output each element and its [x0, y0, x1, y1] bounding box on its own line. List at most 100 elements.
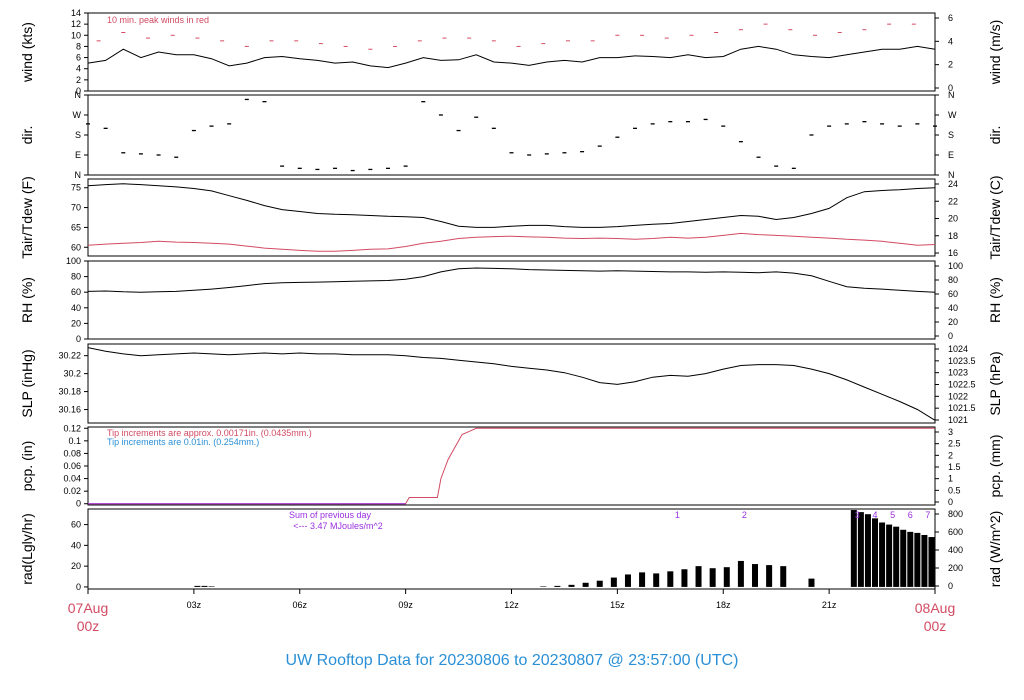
x-tick-date-label: 07Aug	[68, 600, 108, 616]
dir-right-tick-label: W	[948, 110, 957, 120]
x-end-sub-label: 00z	[924, 618, 947, 634]
slp-ytick-label: 30.18	[58, 387, 81, 397]
slp-right-tick-label: 1023	[948, 368, 968, 378]
rh-ytick-label: 80	[71, 272, 81, 282]
pcp-total-line	[88, 427, 935, 505]
rad-ytick-label: 40	[71, 540, 81, 550]
wind-ytick-label: 14	[71, 8, 81, 18]
rad-ylabel-right: rad (W/m^2)	[987, 511, 1003, 588]
temp-ytick-label: 65	[71, 222, 81, 232]
wind-note: 10 min. peak winds in red	[107, 15, 209, 25]
rad-bar	[872, 518, 879, 587]
dir-right-tick-label: N	[948, 90, 955, 100]
rad-ytick-label: 60	[71, 520, 81, 530]
dir-ylabel-right: dir.	[987, 126, 1003, 145]
rh-ytick-label: 100	[66, 256, 81, 266]
rad-right-tick-label: 400	[948, 545, 963, 555]
wind-ytick-label: 0	[76, 86, 81, 96]
wind-ytick-label: 4	[76, 64, 81, 74]
pcp-ytick-label: 0.08	[63, 448, 81, 458]
temp-frame	[87, 178, 936, 257]
rad-bar	[808, 578, 815, 587]
slp-frame	[87, 343, 936, 424]
pcp-note-tip-approx: Tip increments are approx. 0.00171in. (0…	[107, 428, 312, 438]
x-tick-label: 03z	[187, 600, 202, 610]
dir-right-tick-label: E	[948, 150, 954, 160]
dir-ytick-label: S	[75, 130, 81, 140]
pcp-ytick-label: 0.02	[63, 486, 81, 496]
dir-right-tick-label: S	[948, 130, 954, 140]
temp-ytick-label: 70	[71, 203, 81, 213]
wind-ytick-label: 12	[71, 19, 81, 29]
rad-ytick-label: 20	[71, 561, 81, 571]
wind-right-tick-label: 2	[948, 60, 953, 70]
x-start-sub-label: 00z	[77, 618, 100, 634]
rad-marker: 1	[675, 510, 680, 520]
rad-marker: 6	[908, 510, 913, 520]
rad-marker: 5	[890, 510, 895, 520]
rh-ytick-label: 40	[71, 303, 81, 313]
wind-ytick-label: 10	[71, 30, 81, 40]
rad-bar	[928, 537, 935, 587]
slp-ylabel-right: SLP (hPa)	[987, 351, 1003, 415]
rad-ylabel: rad(Lgly/hr)	[19, 513, 35, 585]
rh-right-tick-label: 80	[948, 275, 958, 285]
rad-marker: 4	[872, 510, 877, 520]
page-title: UW Rooftop Data for 20230806 to 20230807…	[286, 652, 739, 669]
wind-ylabel-right: wind (m/s)	[987, 20, 1003, 86]
rad-note-title: Sum of previous day	[289, 510, 372, 520]
wind-frame	[87, 12, 936, 92]
rad-bar	[879, 522, 886, 587]
rad-bar	[857, 512, 864, 587]
rh-right-tick-label: 20	[948, 317, 958, 327]
dir-ytick-label: N	[75, 90, 82, 100]
wind-ytick-label: 6	[76, 53, 81, 63]
slp-right-tick-label: 1022	[948, 391, 968, 401]
wind-right-tick-label: 0	[948, 83, 953, 93]
rad-bar	[639, 572, 646, 587]
pcp-ytick-label: 0.06	[63, 461, 81, 471]
rad-bar	[540, 586, 547, 587]
rad-ytick-label: 0	[76, 582, 81, 592]
dir-ytick-label: N	[75, 170, 82, 180]
rad-bar	[208, 586, 215, 587]
rad-bar	[752, 564, 759, 587]
pcp-right-tick-label: 0	[948, 497, 953, 507]
rad-bar	[893, 526, 900, 587]
x-tick-label: 12z	[504, 600, 519, 610]
rad-bar	[709, 568, 716, 587]
rh-right-tick-label: 60	[948, 289, 958, 299]
wind-ylabel: wind (kts)	[19, 22, 35, 83]
slp-right-tick-label: 1023.5	[948, 356, 976, 366]
temp-ytick-label: 60	[71, 242, 81, 252]
dir-ylabel: dir.	[19, 126, 35, 145]
rad-note-value: <--- 3.47 MJoules/m^2	[293, 521, 383, 531]
rh-ytick-label: 60	[71, 287, 81, 297]
rad-bar	[596, 580, 603, 587]
dir-ytick-label: W	[73, 110, 82, 120]
pcp-right-tick-label: 0.5	[948, 485, 961, 495]
rad-bar	[780, 566, 787, 587]
wind-ytick-label: 2	[76, 75, 81, 85]
dir-frame	[87, 94, 936, 176]
rad-bar	[681, 569, 688, 587]
pcp-right-tick-label: 1.5	[948, 462, 961, 472]
temp-right-tick-label: 24	[948, 179, 958, 189]
slp-ytick-label: 30.2	[63, 369, 81, 379]
rh-right-tick-label: 100	[948, 261, 963, 271]
pcp-right-tick-label: 3	[948, 427, 953, 437]
x-tick-date-label: 08Aug	[915, 600, 955, 616]
rad-right-tick-label: 600	[948, 527, 963, 537]
slp-ytick-label: 30.22	[58, 351, 81, 361]
slp-ytick-label: 30.16	[58, 405, 81, 415]
rad-bar	[610, 577, 617, 587]
pcp-right-tick-label: 2	[948, 450, 953, 460]
temp-ylabel: Tair/Tdew (F)	[19, 176, 35, 258]
rad-bar	[653, 573, 660, 587]
pcp-ytick-label: 0.04	[63, 474, 81, 484]
rad-right-tick-label: 0	[948, 581, 953, 591]
pcp-ytick-label: 0	[76, 499, 81, 509]
pcp-ytick-label: 0.1	[68, 436, 81, 446]
slp-right-tick-label: 1021	[948, 415, 968, 425]
pcp-right-tick-label: 2.5	[948, 439, 961, 449]
